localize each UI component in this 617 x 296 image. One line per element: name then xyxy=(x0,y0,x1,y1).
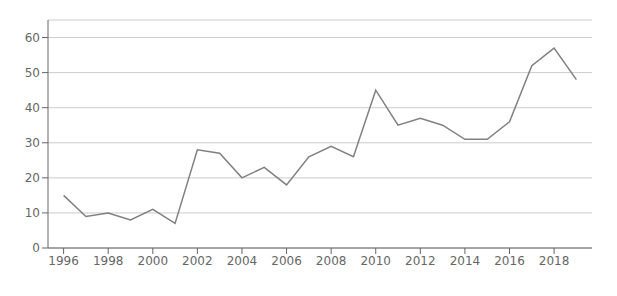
svg-text:50: 50 xyxy=(25,66,40,80)
svg-text:1998: 1998 xyxy=(93,254,124,268)
svg-text:30: 30 xyxy=(25,136,40,150)
svg-text:2002: 2002 xyxy=(182,254,213,268)
svg-text:1996: 1996 xyxy=(48,254,79,268)
svg-text:2018: 2018 xyxy=(539,254,570,268)
svg-text:10: 10 xyxy=(25,206,40,220)
svg-text:2000: 2000 xyxy=(138,254,169,268)
svg-text:2016: 2016 xyxy=(494,254,525,268)
svg-text:2012: 2012 xyxy=(405,254,436,268)
svg-text:2008: 2008 xyxy=(316,254,347,268)
svg-text:40: 40 xyxy=(25,101,40,115)
svg-text:2006: 2006 xyxy=(271,254,302,268)
svg-text:2014: 2014 xyxy=(450,254,481,268)
svg-text:0: 0 xyxy=(32,241,40,255)
svg-text:2010: 2010 xyxy=(360,254,391,268)
svg-text:20: 20 xyxy=(25,171,40,185)
svg-text:2004: 2004 xyxy=(227,254,258,268)
svg-text:60: 60 xyxy=(25,31,40,45)
